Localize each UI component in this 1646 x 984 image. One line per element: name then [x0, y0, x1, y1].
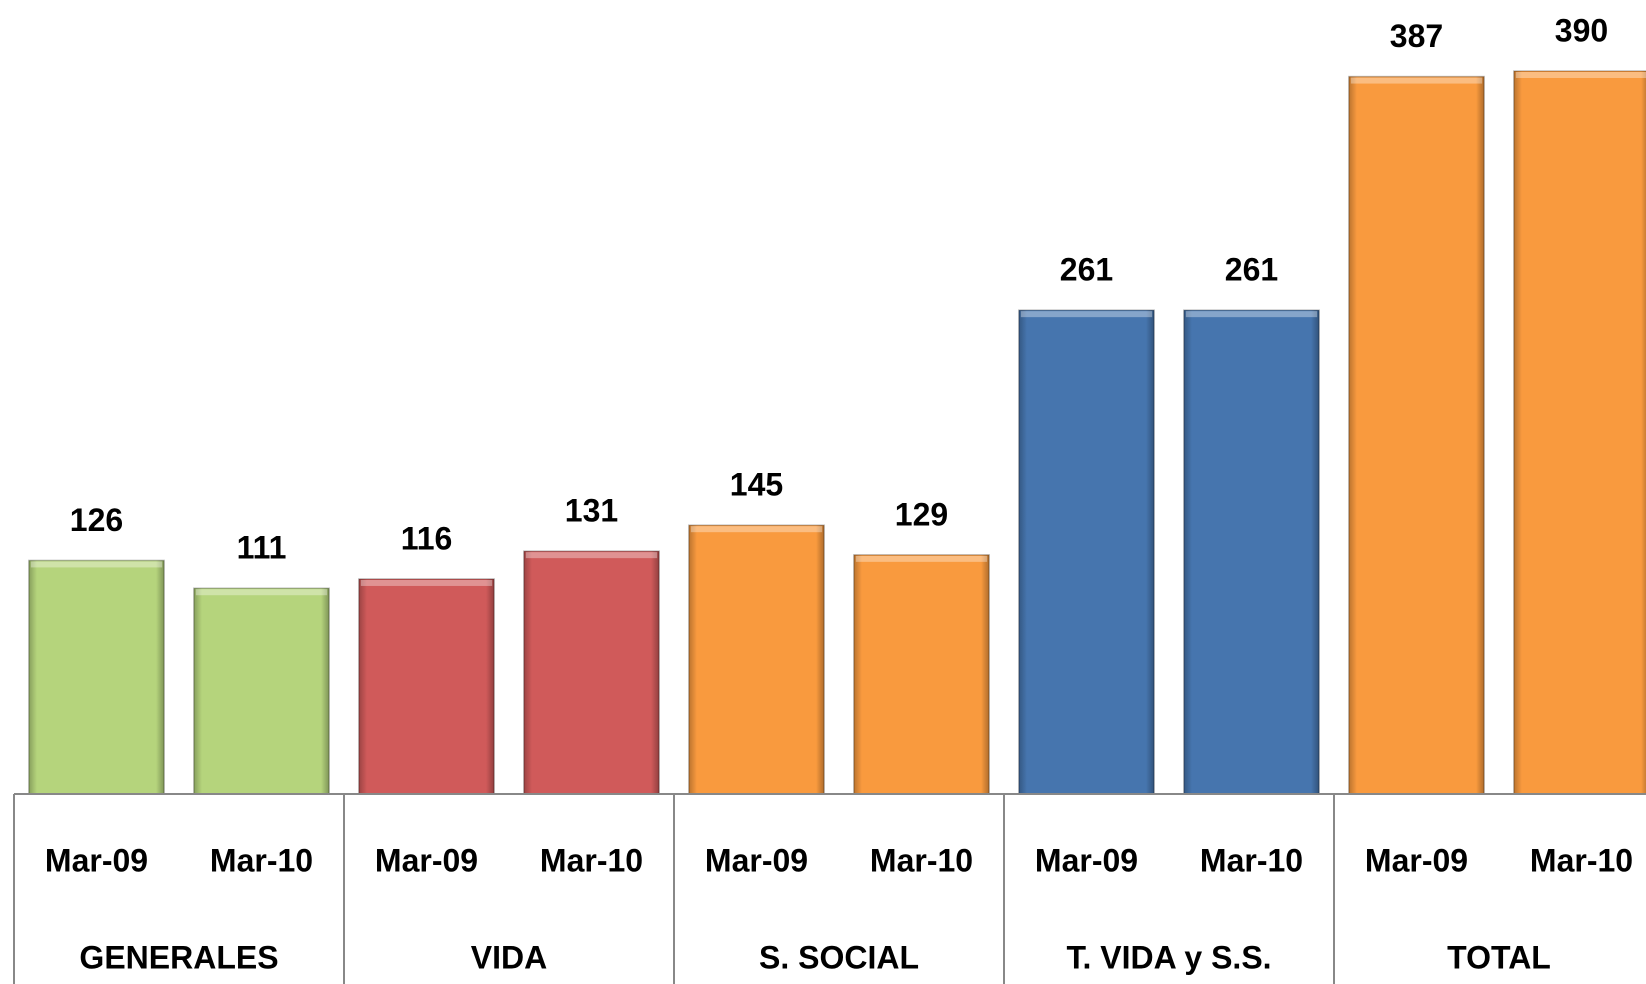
value-label: 126 [70, 502, 123, 538]
bar-highlight [1350, 77, 1483, 84]
bar-highlight [30, 561, 163, 568]
x-tick-label: Mar-09 [705, 842, 808, 878]
x-tick-label: Mar-10 [540, 842, 643, 878]
bar-highlight [1515, 72, 1646, 78]
bar-shade [28, 560, 165, 794]
group-label: T. VIDA y S.S. [1066, 939, 1271, 975]
x-tick-label: Mar-10 [1200, 842, 1303, 878]
group-label: TOTAL [1447, 939, 1551, 975]
value-label: 261 [1060, 252, 1113, 288]
bar-shade [358, 578, 495, 794]
value-label: 116 [401, 520, 453, 556]
bar-shade [193, 588, 330, 794]
bar-shade [523, 551, 660, 794]
bar-highlight [525, 552, 658, 559]
bar-highlight [360, 579, 493, 586]
bar-highlight [690, 526, 823, 533]
x-tick-label: Mar-09 [45, 842, 148, 878]
bar-highlight [195, 589, 328, 596]
value-label: 131 [565, 493, 618, 529]
bar-shade [1018, 310, 1155, 794]
value-label: 129 [895, 496, 948, 532]
x-tick-label: Mar-09 [375, 842, 478, 878]
bar-shade [853, 554, 990, 794]
bar-shade [1183, 310, 1320, 794]
x-tick-label: Mar-10 [870, 842, 973, 878]
bar-shade [1513, 71, 1646, 794]
bar-shade [688, 525, 825, 794]
group-label: GENERALES [79, 939, 278, 975]
value-label: 390 [1555, 12, 1608, 48]
bar-highlight [855, 555, 988, 562]
x-tick-label: Mar-09 [1035, 842, 1138, 878]
bar-shade [1348, 76, 1485, 795]
value-label: 261 [1225, 252, 1278, 288]
x-tick-label: Mar-10 [210, 842, 313, 878]
bar-highlight [1185, 311, 1318, 318]
group-label: VIDA [471, 939, 547, 975]
bar-highlight [1020, 311, 1153, 318]
group-label: S. SOCIAL [759, 939, 919, 975]
x-tick-label: Mar-09 [1365, 842, 1468, 878]
value-label: 145 [730, 467, 783, 503]
value-label: 387 [1390, 18, 1443, 54]
value-label: 111 [237, 530, 287, 566]
x-tick-label: Mar-10 [1530, 842, 1633, 878]
